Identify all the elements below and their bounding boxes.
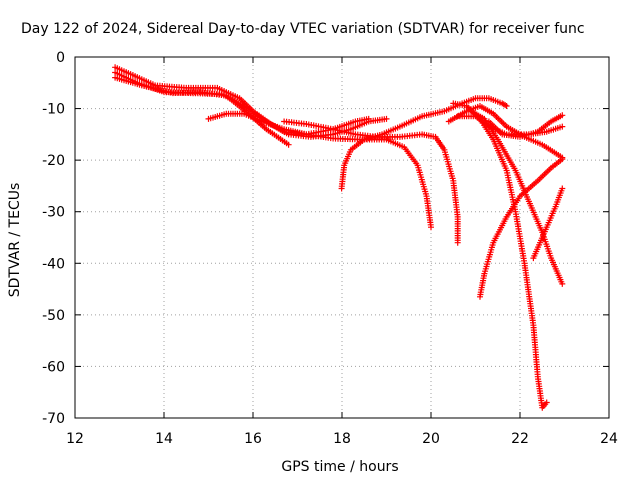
x-tick-label: 12 xyxy=(66,431,84,447)
x-tick-label: 18 xyxy=(333,431,351,447)
y-tick-label: -10 xyxy=(42,102,65,118)
y-tick-label: -70 xyxy=(42,411,65,427)
series-sat-k xyxy=(477,156,566,300)
x-tick-label: 14 xyxy=(155,431,173,447)
series-layer xyxy=(112,64,566,411)
x-tick-label: 20 xyxy=(422,431,440,447)
series-sat-f xyxy=(338,95,510,192)
y-tick-label: -40 xyxy=(42,256,65,272)
series-points xyxy=(485,112,566,140)
x-tick-label: 24 xyxy=(600,431,618,447)
series-points xyxy=(477,156,566,300)
x-tick-label: 22 xyxy=(511,431,529,447)
series-points xyxy=(281,118,461,246)
x-axis-label: GPS time / hours xyxy=(281,459,398,475)
y-tick-label: -20 xyxy=(42,153,65,169)
y-axis-label: SDTVAR / TECUs xyxy=(7,183,23,298)
series-sat-l xyxy=(485,112,566,140)
y-tick-label: -30 xyxy=(42,205,65,221)
series-sat-m xyxy=(530,185,566,262)
chart-title: Day 122 of 2024, Sidereal Day-to-day VTE… xyxy=(21,21,585,37)
y-tick-label: 0 xyxy=(56,50,65,66)
y-tick-label: -50 xyxy=(42,308,65,324)
series-points xyxy=(338,95,510,192)
series-sat-e xyxy=(281,118,461,246)
y-tick-label: -60 xyxy=(42,359,65,375)
series-points xyxy=(530,185,566,262)
ticks-layer: 12 14 16 18 20 22 24 0 -10 -20 -30 -40 -50 -60 -70 xyxy=(42,50,618,447)
grid-layer xyxy=(75,57,609,418)
x-tick-label: 16 xyxy=(244,431,262,447)
